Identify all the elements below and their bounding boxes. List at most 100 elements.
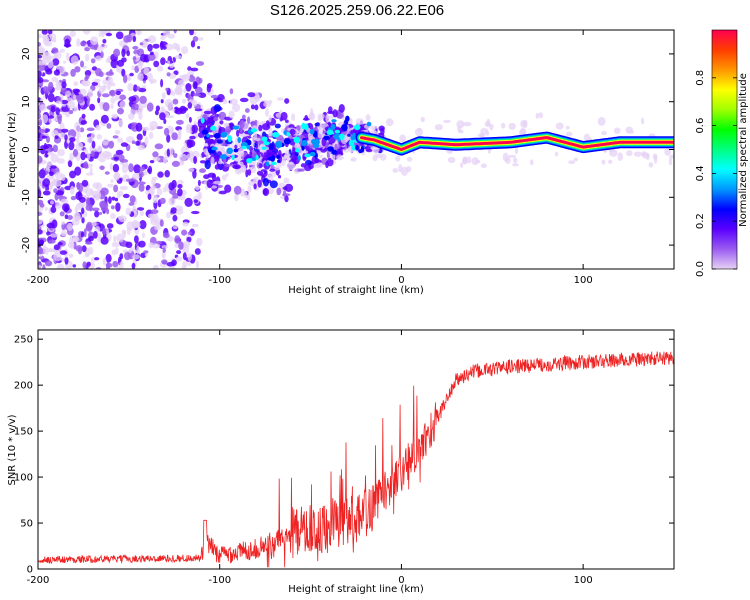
spectrogram-cell — [460, 162, 464, 168]
spectrogram-cell — [38, 128, 46, 133]
spectrogram-cell — [295, 148, 301, 153]
spectrogram-cell — [167, 107, 172, 111]
spectrogram-cell — [334, 143, 338, 152]
spectrogram-cell — [294, 151, 299, 157]
spectrogram-cell — [385, 118, 394, 127]
spectrogram-cell — [229, 98, 238, 105]
spectrogram-cell — [301, 145, 305, 151]
spectrogram-cell — [466, 156, 472, 164]
spectrogram-cell — [138, 183, 145, 192]
snr-x-axis-title: Height of straight line (km) — [288, 584, 424, 595]
spectrogram-cell — [47, 115, 55, 119]
spectrogram-cell — [114, 171, 120, 181]
spectrogram-cell — [91, 207, 100, 212]
spectrogram-cell — [224, 184, 232, 193]
spectrogram-cell — [105, 58, 112, 63]
colorbar-ticks: 0.0 0.2 0.4 0.6 0.8 — [695, 70, 737, 277]
spectrogram-cell — [181, 264, 187, 269]
spectrogram-cell — [178, 86, 183, 96]
spectrogram-cell — [156, 126, 163, 130]
spectrogram-cell — [110, 103, 114, 110]
spectrogram-cell — [104, 151, 113, 160]
spectrogram-cell — [84, 53, 90, 62]
spectrogram-cell — [225, 173, 229, 177]
spectrogram-cell — [250, 104, 255, 110]
spectrogram-cell — [38, 54, 43, 59]
x-tick-label: -100 — [208, 275, 231, 286]
spectrogram-cell — [176, 119, 184, 125]
spectrogram-cell — [75, 245, 83, 252]
spectrogram-cell — [59, 48, 66, 53]
spectrogram-cell — [147, 35, 157, 44]
spectrogram-cell — [416, 127, 422, 132]
spectrogram-cell — [269, 168, 276, 172]
spectrogram-cell — [95, 124, 101, 131]
spectrogram-cell — [263, 177, 269, 187]
spectrogram-cell — [277, 175, 282, 179]
spectrogram-cell — [310, 107, 314, 116]
spectrogram-cell — [138, 240, 146, 248]
spectrogram-cell — [51, 77, 59, 83]
spectrogram-cell — [180, 107, 189, 112]
spectrogram-cell — [50, 153, 59, 163]
y-tick-label: 10 — [21, 95, 32, 108]
spectrogram-cell — [97, 232, 102, 240]
spectrogram-cell — [84, 76, 89, 81]
spectrogram-cell — [420, 116, 425, 123]
spectrogram-cell — [140, 53, 148, 63]
spectrogram-cell — [39, 239, 44, 246]
y-tick-label: 50 — [20, 519, 33, 530]
spectrogram-cell — [97, 97, 101, 104]
spectrogram-cell — [111, 241, 120, 248]
spectrogram-cell — [471, 157, 479, 166]
spectrogram-cell — [44, 260, 53, 267]
spectrogram-cell — [284, 98, 290, 104]
spectrogram-cell — [50, 165, 57, 169]
spectrogram-cell — [318, 154, 324, 158]
spectrogram-cell — [187, 231, 192, 235]
spectrogram-cell — [173, 30, 177, 34]
spectrogram-cell — [353, 124, 361, 131]
spectrogram-cell — [369, 125, 378, 130]
spectrogram-cell — [64, 214, 69, 219]
spectrogram-cell — [57, 242, 63, 246]
spectrogram-cell — [213, 104, 221, 113]
spectrogram-cell — [159, 219, 164, 227]
spectrogram-cell — [309, 151, 316, 157]
spectrogram-cell — [122, 193, 130, 199]
spectrogram-cell — [112, 135, 119, 139]
spectrogram-cell — [170, 207, 177, 214]
spectrogram-cell — [116, 265, 124, 269]
spectrogram-cell — [111, 113, 118, 118]
spectrogram-cell — [117, 107, 124, 115]
spectrogram-cell — [186, 236, 192, 243]
spectrogram-cell — [263, 152, 268, 156]
spectrogram-cell — [49, 171, 54, 177]
spectrogram-cell — [275, 112, 282, 118]
spectrogram-cell — [219, 120, 224, 125]
spectrogram-cell — [182, 252, 187, 261]
spectrogram-cell — [156, 187, 163, 196]
spectrogram-cell — [294, 141, 300, 149]
spectrogram-cell — [187, 66, 192, 71]
colorbar-tick-label: 0.6 — [695, 118, 706, 134]
spectrogram-cell — [195, 260, 200, 269]
spectrogram-cell — [247, 116, 251, 125]
spectrogram-cell — [220, 154, 227, 160]
spectrogram-cell — [272, 132, 280, 138]
spectrogram-cell — [171, 259, 177, 267]
spectrogram-cell — [315, 162, 323, 168]
spectrogram-cell — [166, 211, 171, 219]
spectrogram-cell — [186, 153, 195, 161]
spectrogram-cell — [609, 149, 618, 157]
spectrogram-cell — [178, 241, 184, 250]
spectrogram-cell — [626, 150, 633, 157]
spectrogram-cell — [38, 248, 42, 254]
spectrogram-cell — [305, 159, 312, 166]
spectrogram-cell — [143, 250, 149, 254]
spectrogram-cell — [211, 173, 217, 182]
x-tick-label: -200 — [27, 275, 50, 286]
x-tick-label: 0 — [398, 575, 404, 586]
spectrogram-cell — [135, 122, 143, 132]
spectrogram-cell — [206, 133, 210, 138]
